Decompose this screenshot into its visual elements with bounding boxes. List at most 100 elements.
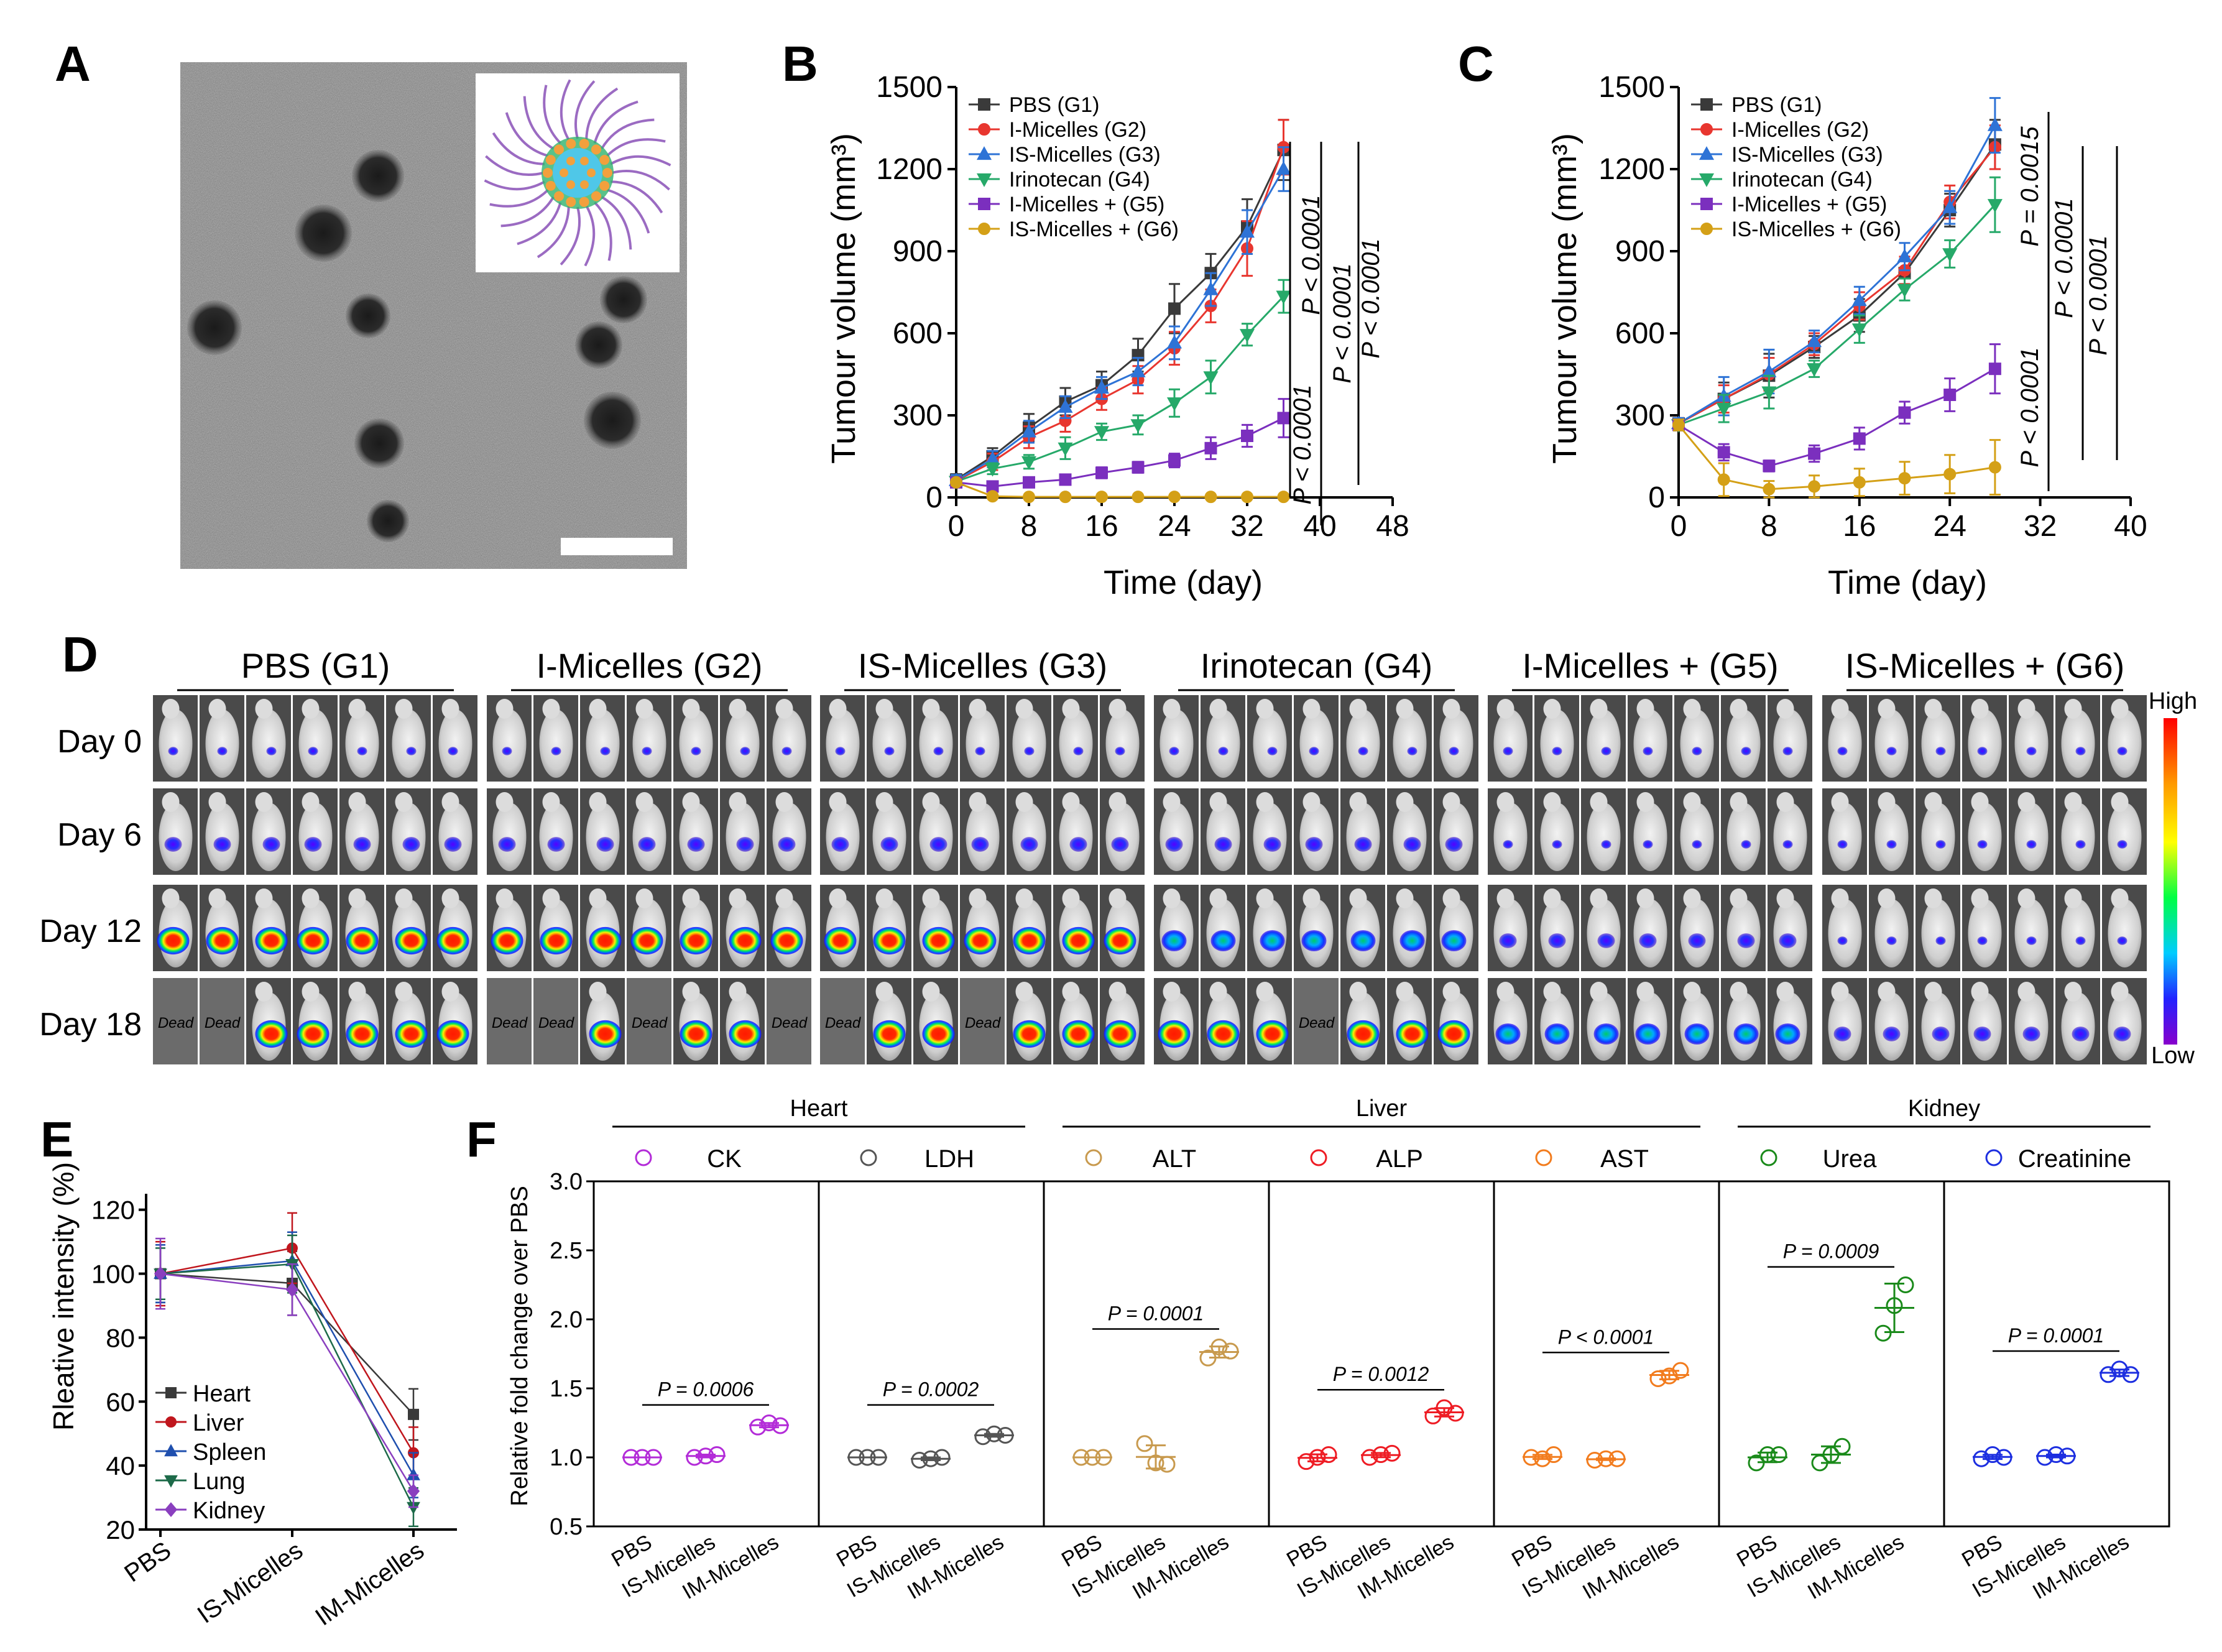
mouse-image-cell	[820, 788, 865, 875]
bioluminescence-signal	[1977, 936, 1988, 945]
mouse-body	[772, 803, 806, 871]
chart-f-legend-marker	[635, 1149, 652, 1166]
bioluminescence-signal	[1354, 837, 1372, 852]
mouse-image-cell	[1294, 788, 1339, 875]
mouse-image-cell	[1674, 695, 1719, 782]
mouse-body	[539, 803, 573, 871]
bioluminescence-signal	[1210, 930, 1236, 951]
mouse-image-cell	[1100, 695, 1145, 782]
chart-f-data-point	[760, 1414, 778, 1431]
bioluminescence-signal	[206, 926, 239, 955]
mouse-image-cell	[487, 885, 532, 971]
mouse-image-cell	[1534, 885, 1579, 971]
bioluminescence-signal	[971, 837, 989, 852]
chart-b-legend-label: I-Micelles + (G5)	[1009, 193, 1164, 216]
day-label-3: Day 18	[39, 1007, 142, 1043]
mouse-image-cell: Dead	[627, 978, 671, 1064]
bioluminescence-signal	[1267, 747, 1278, 755]
mouse-body	[1828, 709, 1862, 778]
chart-f-data-point	[1222, 1342, 1239, 1360]
chart-c-xtick-label: 8	[1761, 510, 1777, 543]
chart-b-data-point	[986, 490, 999, 503]
chart-c-data-point	[1807, 363, 1822, 377]
chart-f-legend-marker	[1535, 1149, 1552, 1166]
bioluminescence-signal	[2117, 936, 2127, 945]
chart-f-data-point	[1447, 1405, 1464, 1422]
mouse-body	[1921, 899, 1955, 967]
chart-f-ytick-label: 1.0	[550, 1445, 583, 1471]
chart-f-mean-sd-bar	[1136, 1444, 1176, 1470]
mouse-body	[1874, 992, 1909, 1061]
mouse-image-cell	[820, 885, 865, 971]
chart-e-series-5	[154, 1237, 420, 1508]
bioluminescence-signal	[1639, 933, 1657, 948]
mouse-image-cell	[1869, 885, 1914, 971]
mouse-body	[1874, 709, 1909, 778]
chart-b-data-point	[1241, 491, 1253, 504]
chart-f-data-point	[1210, 1338, 1228, 1355]
mouse-image-cell	[767, 695, 811, 782]
bioluminescence-signal	[1358, 747, 1368, 755]
bioluminescence-signal	[835, 747, 846, 755]
chart-c-xtick-label: 0	[1671, 510, 1687, 543]
chart-b-data-point	[1239, 329, 1255, 343]
bioluminescence-signal	[1407, 747, 1418, 755]
mouse-image-cell	[1628, 978, 1672, 1064]
bioluminescence-signal	[1169, 747, 1179, 755]
mouse-image-cell	[1154, 788, 1199, 875]
mouse-body	[1059, 803, 1093, 871]
bioluminescence-signal	[1020, 837, 1038, 852]
bioluminescence-signal	[262, 837, 280, 852]
bioluminescence-signal	[297, 926, 330, 955]
mouse-body	[919, 709, 953, 778]
mouse-image-cell	[580, 978, 625, 1064]
chart-f-legend-marker	[1985, 1149, 2003, 1166]
chart-f-mean-sd-bar	[911, 1456, 951, 1461]
bioluminescence-signal	[1886, 747, 1897, 755]
chart-b-pvalue-2: P < 0.0001	[1329, 263, 1356, 383]
mouse-image-cell	[246, 978, 291, 1064]
bioluminescence-signal	[1161, 930, 1187, 951]
chart-c-data-point	[1717, 473, 1730, 486]
mouse-body	[1540, 709, 1574, 778]
bioluminescence-signal	[596, 837, 614, 852]
chart-c-ylabel: Tumour volume (mm³)	[1546, 133, 1584, 464]
mouse-image-cell	[1387, 885, 1432, 971]
bioluminescence-signal	[502, 747, 512, 755]
bioluminescence-signal	[1158, 1020, 1191, 1048]
mouse-image-cell	[867, 695, 911, 782]
bioluminescence-signal	[1684, 1023, 1710, 1045]
chart-c-data-point	[1897, 284, 1912, 298]
mouse-image-cell	[1340, 885, 1385, 971]
chart-f-legend-marker	[1760, 1149, 1777, 1166]
chart-c-legend-label: IS-Micelles + (G6)	[1731, 218, 1901, 241]
mouse-image-cell	[1154, 885, 1199, 971]
bioluminescence-signal	[600, 747, 611, 755]
bioluminescence-signal	[1503, 840, 1513, 849]
chart-f-data-point	[922, 1450, 939, 1467]
mouse-image-cell	[533, 788, 578, 875]
bioluminescence-signal	[740, 747, 750, 755]
mouse-image-cell	[1247, 695, 1292, 782]
bioluminescence-signal	[1544, 1023, 1570, 1045]
chart-b-data-point	[1023, 476, 1035, 489]
mouse-image-cell	[627, 695, 671, 782]
chart-e-ytick-label: 120	[91, 1196, 135, 1225]
chart-c-data-point	[1987, 117, 2003, 131]
mouse-image-cell	[2102, 695, 2147, 782]
mouse-image-cell	[913, 885, 958, 971]
bioluminescence-signal	[1692, 840, 1702, 849]
mouse-image-cell	[153, 788, 198, 875]
chart-b-legend-marker	[978, 123, 990, 136]
mouse-image-cell	[1915, 978, 1960, 1064]
chart-c-series-line	[1678, 146, 1996, 425]
bioluminescence-signal	[1932, 1027, 1950, 1041]
chart-c-data-point	[1716, 402, 1731, 417]
chart-c-ytick-label: 1200	[1598, 153, 1665, 186]
chart-f-data-point	[1833, 1437, 1851, 1455]
chart-f-data-point	[1383, 1444, 1401, 1462]
bioluminescence-signal	[1499, 933, 1517, 948]
chart-b-legend-label: I-Micelles (G2)	[1009, 118, 1146, 142]
chart-b-ytick-label: 1200	[876, 153, 943, 186]
